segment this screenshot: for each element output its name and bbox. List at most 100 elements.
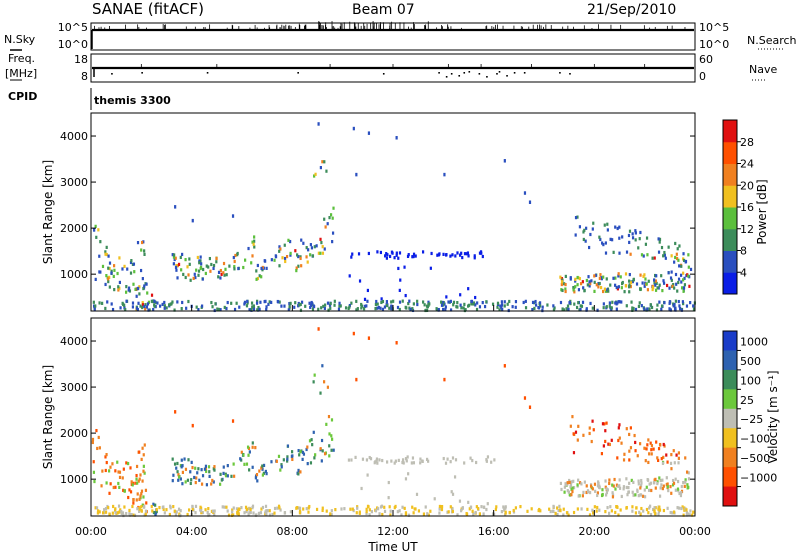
range-gate-cell (675, 252, 678, 256)
range-gate-cell (148, 308, 151, 312)
range-gate-cell (662, 484, 665, 488)
range-gate-cell (639, 512, 642, 516)
range-gate-cell (143, 471, 146, 475)
range-gate-cell (375, 299, 378, 304)
range-gate-cell (175, 510, 178, 514)
range-gate-cell (570, 493, 573, 497)
range-gate-cell (194, 466, 197, 470)
range-gate-cell (634, 449, 637, 453)
range-gate-cell (641, 494, 645, 498)
range-gate-cell (679, 493, 683, 498)
range-gate-cell (207, 265, 210, 269)
range-gate-cell (449, 460, 452, 464)
range-gate-cell (585, 484, 588, 488)
range-gate-cell (299, 308, 303, 312)
range-gate-cell (604, 479, 607, 483)
range-gate-cell (177, 507, 181, 511)
nave-point (569, 73, 571, 75)
velocity-colorbar-swatch (723, 331, 737, 351)
range-gate-cell (310, 438, 313, 442)
range-gate-cell (264, 510, 267, 514)
range-gate-cell (596, 308, 599, 312)
range-gate-cell (631, 505, 634, 509)
range-gate-cell (211, 509, 215, 513)
range-gate-cell (570, 487, 573, 491)
range-gate-cell (305, 246, 308, 250)
range-gate-cell (655, 308, 659, 312)
range-gate-cell (467, 287, 470, 291)
range-gate-cell (615, 307, 618, 311)
range-gate-cell (631, 509, 634, 513)
range-gate-cell (501, 303, 504, 307)
range-gate-cell (379, 505, 383, 509)
range-gate-cell (472, 302, 475, 306)
range-gate-cell (289, 253, 292, 257)
range-gate-cell (598, 281, 601, 286)
range-gate-cell (398, 300, 402, 304)
range-gate-cell (233, 267, 236, 271)
range-gate-cell (374, 302, 377, 307)
range-gate-cell (629, 281, 633, 285)
range-gate-cell (610, 509, 613, 513)
power-colorbar-swatch (723, 163, 737, 186)
range-gate-cell (668, 300, 671, 304)
range-gate-cell (154, 503, 157, 507)
range-gate-cell (118, 280, 121, 285)
range-gate-cell (128, 286, 131, 290)
range-gate-cell (233, 307, 237, 312)
range-gate-cell (654, 506, 657, 510)
range-gate-cell (387, 496, 390, 500)
range-gate-cell (627, 485, 630, 490)
range-gate-cell (682, 289, 685, 293)
range-gate-cell (385, 303, 389, 308)
range-gate-cell (411, 505, 414, 509)
range-gate-cell (504, 511, 507, 515)
range-gate-cell (144, 307, 147, 311)
range-gate-cell (104, 282, 107, 287)
range-gate-cell (601, 492, 604, 497)
range-gate-cell (618, 478, 621, 482)
range-gate-cell (302, 507, 305, 511)
velocity-y-tick-label: 2000 (60, 427, 88, 440)
range-gate-cell (426, 512, 429, 516)
range-gate-cell (298, 303, 301, 307)
range-gate-cell (137, 479, 140, 483)
range-gate-cell (440, 504, 444, 509)
range-gate-cell (473, 254, 476, 258)
range-gate-cell (632, 278, 635, 282)
range-gate-cell (321, 245, 324, 249)
range-gate-cell (614, 276, 617, 280)
range-gate-cell (654, 288, 658, 292)
range-gate-cell (601, 289, 605, 294)
range-gate-cell (561, 307, 564, 311)
range-gate-cell (578, 481, 582, 485)
range-gate-cell (687, 485, 690, 489)
velocity-colorbar-swatch (723, 389, 737, 410)
range-gate-cell (107, 266, 110, 270)
range-gate-cell (114, 485, 117, 489)
range-gate-cell (254, 513, 258, 517)
range-gate-cell (136, 241, 140, 245)
range-gate-cell (201, 474, 205, 478)
velocity-colorbar-tick: −100 (740, 433, 770, 446)
range-gate-cell (514, 506, 517, 510)
range-gate-cell (125, 290, 128, 294)
range-gate-cell (220, 272, 223, 276)
range-gate-cell (653, 506, 656, 510)
range-gate-cell (248, 450, 251, 454)
range-gate-cell (300, 264, 303, 268)
range-gate-cell (390, 304, 393, 308)
nave-point (478, 73, 481, 75)
range-gate-cell (366, 504, 370, 508)
range-gate-cell (104, 252, 107, 256)
range-gate-cell (311, 443, 314, 447)
power-ylabel: Slant Range [km] (41, 160, 55, 264)
range-gate-cell (440, 303, 444, 307)
range-gate-cell (365, 507, 368, 511)
range-gate-cell (451, 253, 454, 257)
range-gate-cell (251, 465, 254, 469)
range-gate-cell (276, 506, 279, 510)
range-gate-cell (583, 228, 586, 232)
range-gate-cell (289, 239, 292, 244)
range-gate-cell (512, 508, 515, 513)
